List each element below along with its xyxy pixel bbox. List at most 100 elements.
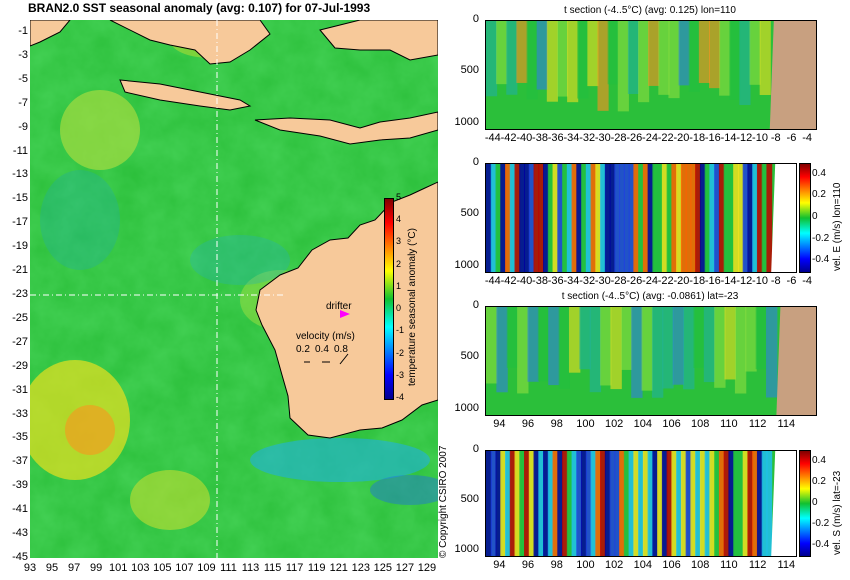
- section-y-tick: 0: [472, 156, 479, 168]
- map-y-tick: -11: [12, 144, 28, 157]
- map-colorbar-label: temperature seasonal anomaly (°C): [407, 228, 418, 386]
- map-y-tick: -39: [12, 479, 28, 492]
- section-x-tick: -12: [736, 275, 753, 287]
- section-y-tick: 1000: [454, 115, 479, 128]
- section-x-tick: -4: [802, 132, 813, 144]
- section-colorbar-tick: 0.2: [812, 189, 826, 201]
- map-x-tick: 129: [417, 562, 437, 574]
- section-x-tick: 114: [777, 418, 796, 430]
- section-x-tick: -18: [689, 275, 706, 287]
- section-x-tick: -30: [594, 132, 611, 144]
- map-y-tick: -27: [12, 335, 28, 348]
- section-x-tick: -44: [484, 275, 501, 287]
- section-x-tick: 112: [748, 559, 767, 571]
- map-y-tick: -13: [12, 168, 28, 181]
- velocity-label: velocity (m/s): [296, 331, 355, 342]
- land-mask: [776, 307, 816, 415]
- section-x-tick: -16: [704, 275, 721, 287]
- map-x-tick: 123: [351, 562, 370, 574]
- map-x-tick: 103: [131, 562, 150, 574]
- section-title-1: t section (-4..5°C) (avg: 0.125) lon=110: [564, 5, 736, 16]
- map-y-tick: -7: [18, 96, 28, 109]
- section-x-tick: -32: [579, 275, 596, 287]
- section-colorbar-tick: 0.4: [812, 167, 826, 179]
- section-x-tick: -34: [563, 275, 580, 287]
- map-x-tick: 113: [241, 562, 260, 574]
- section-x-tick: -40: [516, 132, 533, 144]
- section-x-tick: 108: [691, 418, 710, 430]
- section-field: [486, 307, 816, 415]
- section-x-tick: -8: [770, 275, 781, 287]
- map-x-tick: 105: [153, 562, 172, 574]
- map-x-tick: 119: [307, 562, 326, 574]
- section-x-tick: 108: [691, 559, 710, 571]
- velocity-scale-08: 0.8: [334, 344, 348, 355]
- section-field: [486, 21, 816, 129]
- borneo-land: [109, 20, 271, 65]
- copyright: © Copyright CSIRO 2007: [438, 445, 449, 558]
- section-y-tick: 500: [460, 350, 479, 363]
- map-y-tick: -17: [12, 216, 28, 229]
- section-colorbar-label-2: vel. E (m/s) lon=110: [832, 182, 843, 271]
- map-x-tick: 127: [395, 562, 415, 574]
- section-x-tick: -10: [752, 132, 768, 144]
- section-x-tick: -24: [642, 275, 658, 287]
- section-x-tick: 104: [633, 559, 652, 571]
- section-x-tick: -26: [626, 132, 643, 144]
- section-colorbar-tick: -0.4: [812, 538, 830, 550]
- section-y-tick: 0: [472, 299, 479, 311]
- section-x-tick: -44: [484, 132, 501, 144]
- map-colorbar-tick: -2: [396, 347, 405, 358]
- map-x-tick: 95: [45, 562, 59, 574]
- map-y-tick: -31: [12, 383, 28, 396]
- map-colorbar-tick: 4: [396, 214, 402, 225]
- section-panel-3: [485, 306, 817, 416]
- section-x-tick: 94: [493, 559, 506, 571]
- land-mask: [771, 451, 796, 556]
- section-x-tick: 106: [662, 418, 681, 430]
- section-x-tick: 94: [493, 418, 506, 430]
- sst-map-field: [30, 20, 438, 558]
- land-mask: [769, 21, 816, 129]
- section-y-tick: 0: [472, 443, 479, 455]
- section-x-tick: -14: [720, 132, 737, 144]
- section-y-tick: 500: [460, 64, 479, 77]
- section-y-tick: 500: [460, 207, 479, 220]
- map-y-tick: -5: [18, 72, 28, 85]
- map-y-tick: -15: [12, 192, 28, 205]
- section-y-tick: 1000: [454, 543, 479, 555]
- section-colorbar-tick: 0.2: [812, 475, 826, 487]
- section-x-tick: -22: [657, 275, 674, 287]
- map-y-tick: -33: [12, 407, 28, 420]
- section-x-tick: 112: [748, 418, 767, 430]
- section-x-tick: 102: [604, 559, 624, 571]
- map-y-tick: -35: [12, 431, 28, 444]
- map-y-tick: -21: [12, 264, 28, 277]
- drifter-label: drifter: [326, 301, 352, 312]
- section-x-tick: -4: [802, 275, 813, 287]
- map-colorbar-tick: 2: [396, 258, 402, 269]
- section-colorbar-4: [799, 450, 811, 557]
- section-x-tick: 110: [720, 559, 738, 571]
- section-x-tick: -22: [657, 132, 674, 144]
- map-colorbar-tick: -4: [396, 392, 405, 402]
- section-x-tick: -42: [500, 132, 517, 144]
- section-colorbar-tick: -0.4: [812, 254, 830, 266]
- map-x-tick: 121: [329, 562, 348, 574]
- section-x-tick: 98: [550, 559, 563, 571]
- section-x-tick: -42: [500, 275, 517, 287]
- map-x-tick: 111: [220, 562, 237, 574]
- nusa-tenggara-land: [254, 111, 438, 145]
- section-x-tick: -6: [786, 275, 797, 287]
- section-x-tick: -26: [626, 275, 643, 287]
- section-panel-2: [485, 163, 797, 273]
- section-title-3: t section (-4..5°C) (avg: -0.0861) lat=-…: [561, 291, 739, 302]
- map-x-tick: 117: [285, 562, 304, 574]
- map-x-tick: 115: [263, 562, 282, 574]
- section-panel-1: [485, 20, 817, 130]
- section-field: [486, 164, 796, 272]
- section-x-tick: -18: [689, 132, 706, 144]
- map-y-tick: -37: [12, 455, 28, 468]
- section-x-tick: -36: [547, 275, 564, 287]
- section-colorbar-tick: -0.2: [812, 517, 830, 529]
